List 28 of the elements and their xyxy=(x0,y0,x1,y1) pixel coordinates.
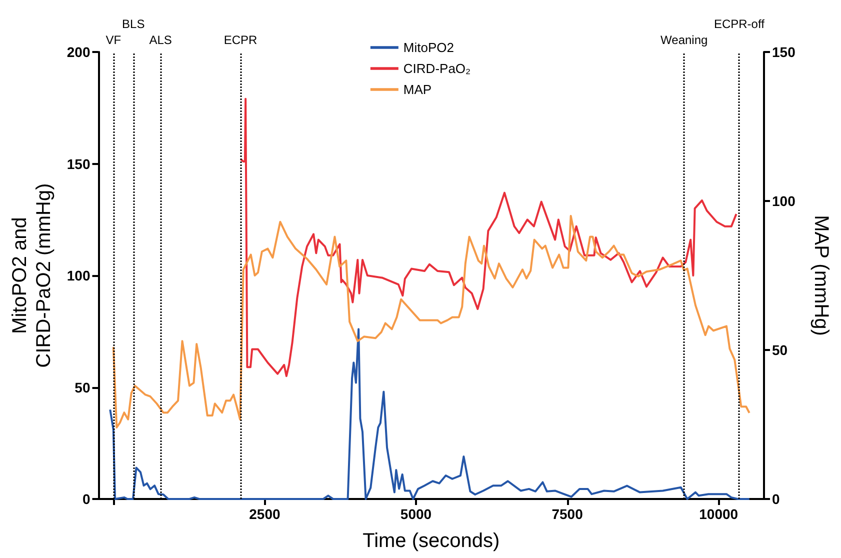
y2-tick-label: 150 xyxy=(772,44,796,60)
y2-tick-label: 50 xyxy=(772,342,788,358)
x-tick-label: 5000 xyxy=(400,506,432,522)
line-series xyxy=(112,214,750,428)
x-tick-label: 2500 xyxy=(249,506,280,522)
x-tick-label: 7500 xyxy=(552,506,584,522)
line-series xyxy=(240,98,738,378)
y-tick-label: 150 xyxy=(66,156,90,172)
ref-line-label: ECPR xyxy=(224,33,258,47)
y2-tick-label: 0 xyxy=(772,491,780,507)
legend-label: CIRD-PaO₂ xyxy=(403,61,471,76)
y-tick-label: 0 xyxy=(82,491,90,507)
ref-line-label: Weaning xyxy=(660,33,708,47)
y-tick-label: 200 xyxy=(66,44,90,60)
ref-line-label: ECPR-off xyxy=(714,17,766,31)
y-axis-title: MitoPO2 and CIRD-PaO2 (mmHg) xyxy=(9,183,55,368)
x-axis-title: Time (seconds) xyxy=(362,530,500,552)
ref-line-label: ALS xyxy=(149,33,172,47)
legend-label: MAP xyxy=(403,82,432,97)
ref-line-label: VF xyxy=(106,33,122,47)
y2-axis-title: MAP (mmHg) xyxy=(810,215,832,336)
y-tick-label: 50 xyxy=(74,379,90,396)
legend-label: MitoPO2 xyxy=(403,40,454,55)
ref-line-label: BLS xyxy=(122,17,145,31)
y2-tick-label: 100 xyxy=(772,193,796,209)
line-series xyxy=(109,328,750,500)
y-tick-label: 100 xyxy=(66,268,90,284)
x-tick-label: 10000 xyxy=(699,506,738,522)
